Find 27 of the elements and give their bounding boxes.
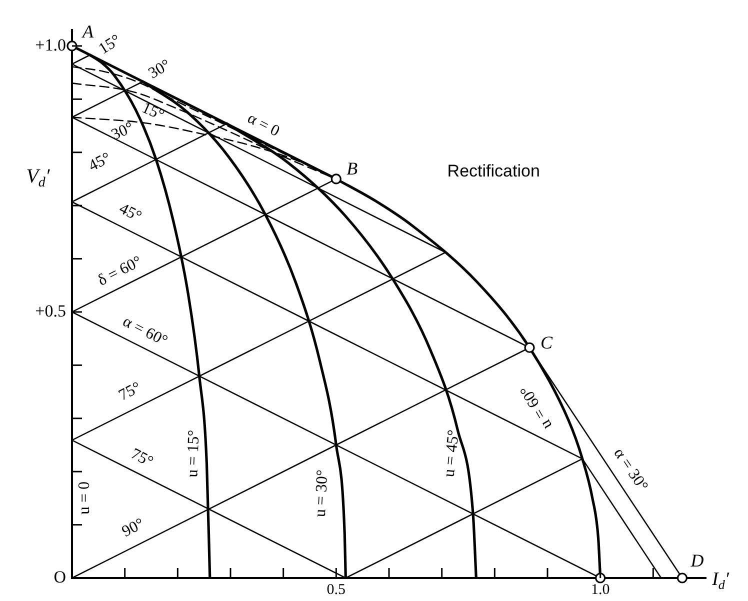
text: Rectification bbox=[447, 162, 540, 181]
annotation: u = 30° bbox=[312, 469, 332, 518]
annotation: u = 0 bbox=[76, 481, 94, 515]
annotation: 30° bbox=[108, 119, 136, 144]
annotation: 30° bbox=[146, 56, 174, 82]
annotation: D bbox=[690, 550, 704, 571]
annotation: B bbox=[346, 158, 358, 179]
x-tick-label: 1.0 bbox=[590, 582, 610, 598]
y-tick-label: +0.5 bbox=[35, 301, 66, 320]
y-tick-label: +1.0 bbox=[35, 35, 66, 54]
annotation: u = 15° bbox=[184, 430, 203, 478]
x-tick-label: 0.5 bbox=[326, 582, 346, 598]
annotation: α = 0 bbox=[244, 110, 282, 140]
annotation: 45° bbox=[116, 200, 144, 226]
annotation: 45° bbox=[86, 150, 114, 175]
annotation: C bbox=[540, 332, 554, 352]
annotation: δ = 60° bbox=[95, 253, 145, 290]
annotation: u = 45° bbox=[440, 429, 463, 478]
annotation: 75° bbox=[116, 379, 144, 404]
y-tick-label: O bbox=[54, 567, 66, 586]
annotation: 90° bbox=[119, 515, 147, 541]
annotation: α = 30° bbox=[610, 445, 652, 494]
annotation: A bbox=[82, 22, 94, 42]
annotation: α = 60° bbox=[120, 313, 170, 350]
annotation: u = 60° bbox=[517, 382, 556, 432]
annotation: 15° bbox=[96, 32, 124, 58]
annotation: 75° bbox=[128, 445, 156, 471]
